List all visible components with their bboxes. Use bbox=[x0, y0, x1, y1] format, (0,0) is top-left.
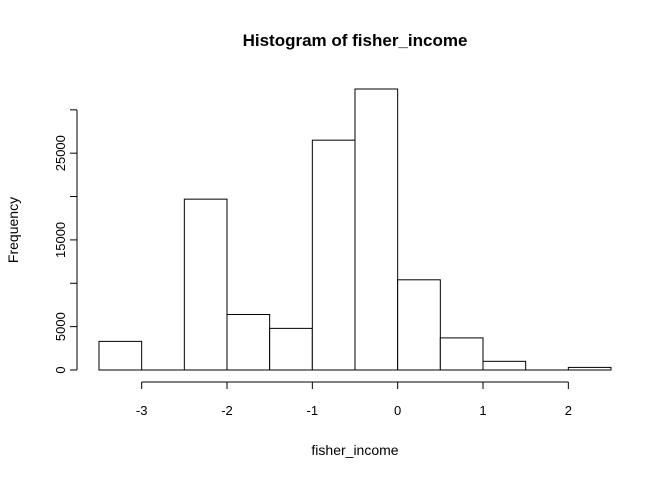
x-tick-label: -1 bbox=[307, 403, 319, 418]
y-tick-label: 15000 bbox=[53, 222, 68, 258]
x-tick-label: 1 bbox=[479, 403, 486, 418]
histogram-bar bbox=[439, 337, 484, 371]
histogram-bar bbox=[226, 313, 271, 371]
x-axis-label: fisher_income bbox=[311, 442, 398, 458]
y-tick-label: 5000 bbox=[53, 312, 68, 341]
y-tick-label: 0 bbox=[53, 366, 68, 373]
histogram-bar bbox=[482, 360, 527, 371]
chart-title: Histogram of fisher_income bbox=[243, 31, 468, 50]
y-axis: 0 5000 15000 25000 bbox=[53, 109, 78, 374]
x-tick-label: 2 bbox=[565, 403, 572, 418]
histogram-bar bbox=[183, 198, 228, 371]
histogram-bar bbox=[98, 340, 143, 371]
histogram-bar bbox=[269, 327, 313, 371]
histogram-bar bbox=[567, 366, 612, 371]
x-tick-label: -3 bbox=[136, 403, 148, 418]
x-tick-label: 0 bbox=[394, 403, 401, 418]
x-tick-label: -2 bbox=[221, 403, 233, 418]
y-tick-label: 25000 bbox=[53, 135, 68, 171]
histogram-bar bbox=[397, 279, 441, 371]
histogram-bar bbox=[311, 139, 356, 371]
bars-group bbox=[98, 88, 612, 371]
histogram-bar bbox=[354, 88, 399, 371]
x-axis: -3 -2 -1 0 1 2 bbox=[136, 381, 572, 418]
y-axis-label: Frequency bbox=[5, 197, 21, 263]
